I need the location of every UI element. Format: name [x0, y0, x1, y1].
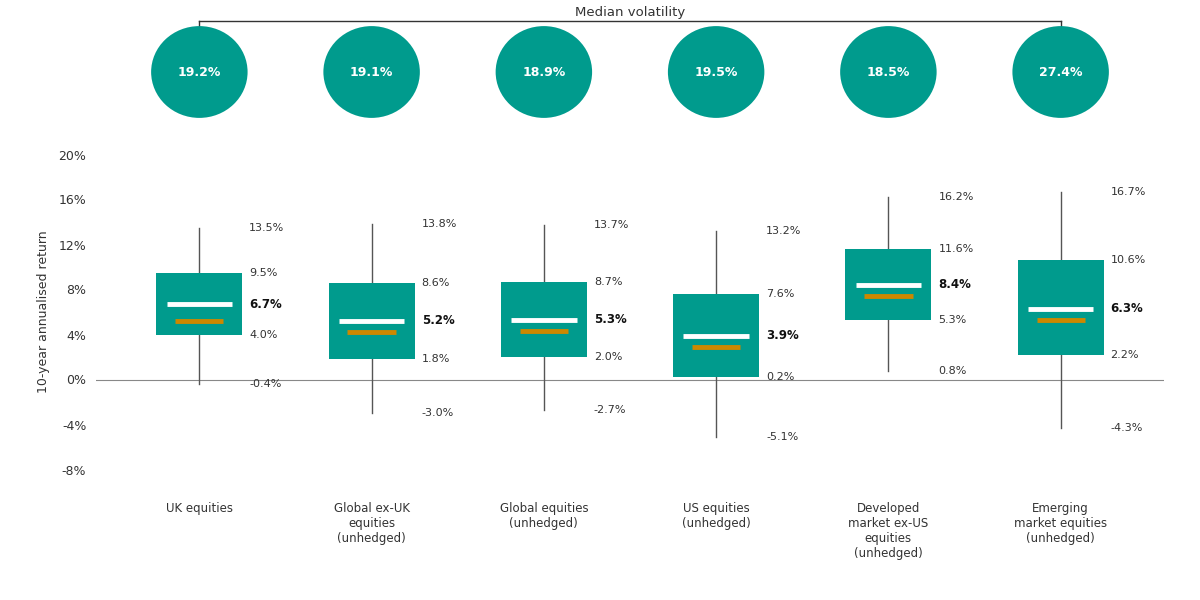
Text: 2.2%: 2.2% — [1111, 350, 1139, 360]
Text: -2.7%: -2.7% — [594, 405, 626, 415]
Text: 16.7%: 16.7% — [1111, 187, 1146, 197]
Text: -0.4%: -0.4% — [250, 379, 282, 389]
Text: Median volatility: Median volatility — [575, 6, 685, 19]
Text: -5.1%: -5.1% — [766, 432, 798, 442]
Bar — [845, 249, 931, 320]
Text: 1.8%: 1.8% — [421, 354, 450, 364]
Text: 5.3%: 5.3% — [594, 313, 626, 326]
Text: 11.6%: 11.6% — [938, 244, 973, 254]
Bar — [673, 294, 760, 377]
Ellipse shape — [1013, 26, 1109, 118]
Text: 13.2%: 13.2% — [766, 226, 802, 236]
Text: 2.0%: 2.0% — [594, 352, 623, 362]
Text: 13.8%: 13.8% — [421, 219, 457, 229]
Text: 8.6%: 8.6% — [421, 278, 450, 288]
Text: 18.9%: 18.9% — [522, 65, 565, 79]
Bar — [500, 281, 587, 357]
Text: 19.1%: 19.1% — [350, 65, 394, 79]
Text: 6.3%: 6.3% — [1111, 302, 1144, 315]
Text: 10.6%: 10.6% — [1111, 255, 1146, 265]
Text: 5.2%: 5.2% — [421, 314, 455, 328]
Text: 0.2%: 0.2% — [766, 372, 794, 382]
Bar — [1018, 260, 1104, 355]
Text: 4.0%: 4.0% — [250, 329, 277, 340]
Bar — [329, 283, 415, 359]
Text: 13.5%: 13.5% — [250, 223, 284, 233]
Text: 27.4%: 27.4% — [1039, 65, 1082, 79]
Text: 18.5%: 18.5% — [866, 65, 910, 79]
Y-axis label: 10-year annualised return: 10-year annualised return — [37, 230, 50, 394]
Text: 19.5%: 19.5% — [695, 65, 738, 79]
Text: 8.4%: 8.4% — [938, 278, 971, 292]
Text: 3.9%: 3.9% — [766, 329, 799, 342]
Text: 9.5%: 9.5% — [250, 268, 277, 278]
Ellipse shape — [668, 26, 764, 118]
Ellipse shape — [323, 26, 420, 118]
Text: 7.6%: 7.6% — [766, 289, 794, 299]
Text: 8.7%: 8.7% — [594, 277, 623, 287]
Text: 0.8%: 0.8% — [938, 365, 967, 376]
Bar — [156, 272, 242, 335]
Text: 5.3%: 5.3% — [938, 315, 966, 325]
Text: 13.7%: 13.7% — [594, 220, 629, 230]
Text: -4.3%: -4.3% — [1111, 423, 1142, 433]
Text: 6.7%: 6.7% — [250, 298, 282, 311]
Text: 16.2%: 16.2% — [938, 192, 973, 202]
Text: 19.2%: 19.2% — [178, 65, 221, 79]
Text: -3.0%: -3.0% — [421, 408, 454, 418]
Ellipse shape — [151, 26, 247, 118]
Ellipse shape — [496, 26, 592, 118]
Ellipse shape — [840, 26, 937, 118]
